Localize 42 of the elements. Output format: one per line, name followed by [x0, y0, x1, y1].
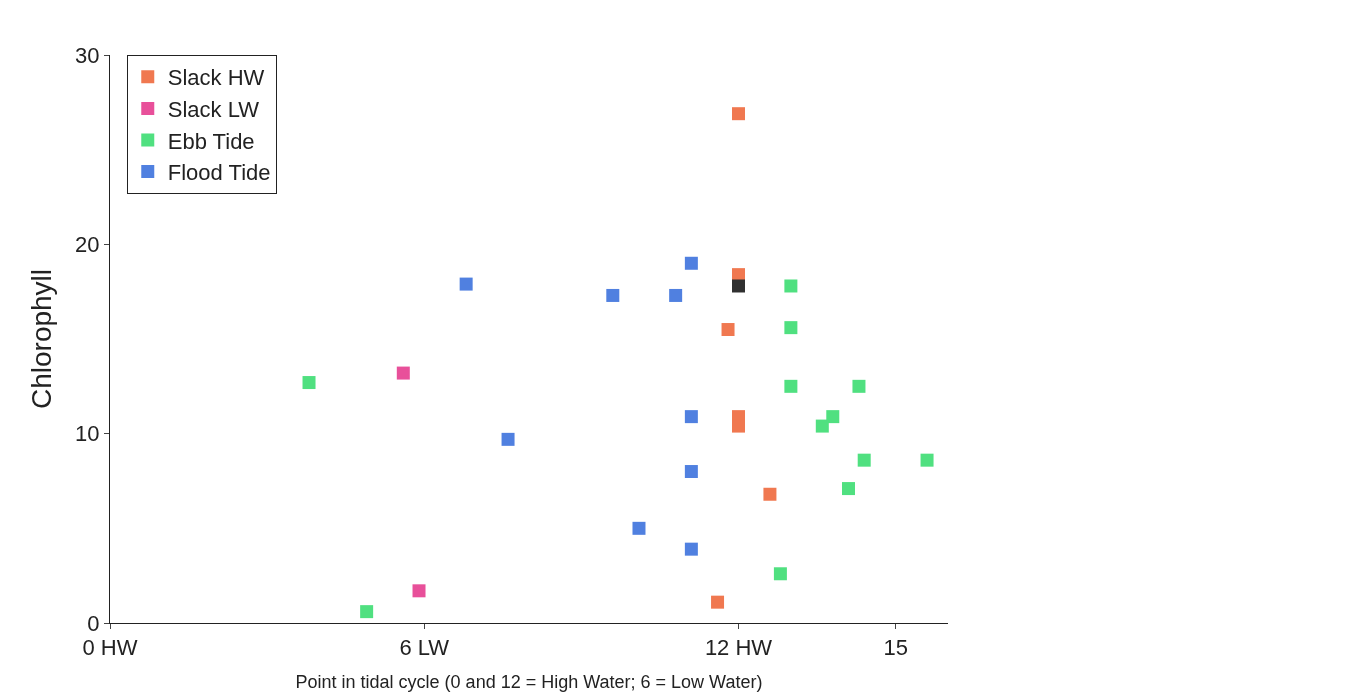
point	[920, 453, 934, 467]
point	[459, 277, 473, 291]
point	[826, 410, 840, 424]
point	[711, 595, 725, 609]
y-tick-label: 10	[75, 421, 100, 447]
point	[669, 288, 683, 302]
point	[784, 279, 798, 293]
legend-label: Ebb Tide	[167, 128, 255, 154]
x-tick-label: 6 LW	[399, 635, 450, 661]
point	[763, 487, 777, 501]
point	[501, 432, 515, 446]
point	[784, 321, 798, 335]
point	[684, 410, 698, 424]
point	[412, 584, 426, 598]
y-tick-label: 0	[87, 610, 100, 636]
point	[841, 482, 855, 496]
point	[302, 376, 316, 390]
point	[815, 419, 829, 433]
legend-label: Flood Tide	[167, 160, 271, 186]
point	[721, 323, 735, 337]
legend-label: Slack LW	[167, 96, 260, 122]
point	[684, 256, 698, 270]
x-axis-title: Point in tidal cycle (0 and 12 = High Water; 6 = Low Water)	[295, 671, 763, 692]
x-tick-label: 15	[883, 635, 908, 661]
y-axis-title: Chlorophyll	[25, 268, 57, 410]
point	[773, 567, 787, 581]
point	[784, 379, 798, 393]
point	[852, 379, 866, 393]
legend-label: Slack HW	[167, 65, 265, 91]
point	[732, 107, 745, 121]
point	[632, 521, 646, 535]
y-tick-label: 30	[75, 42, 100, 68]
point	[606, 288, 620, 302]
x-tick-label: 0 HW	[82, 635, 138, 661]
point	[684, 465, 698, 479]
point	[396, 366, 410, 380]
point	[684, 542, 698, 556]
point	[857, 453, 871, 467]
point	[732, 279, 745, 293]
point	[360, 605, 374, 619]
y-tick-label: 20	[75, 232, 100, 258]
x-tick-label: 12 HW	[704, 635, 773, 661]
